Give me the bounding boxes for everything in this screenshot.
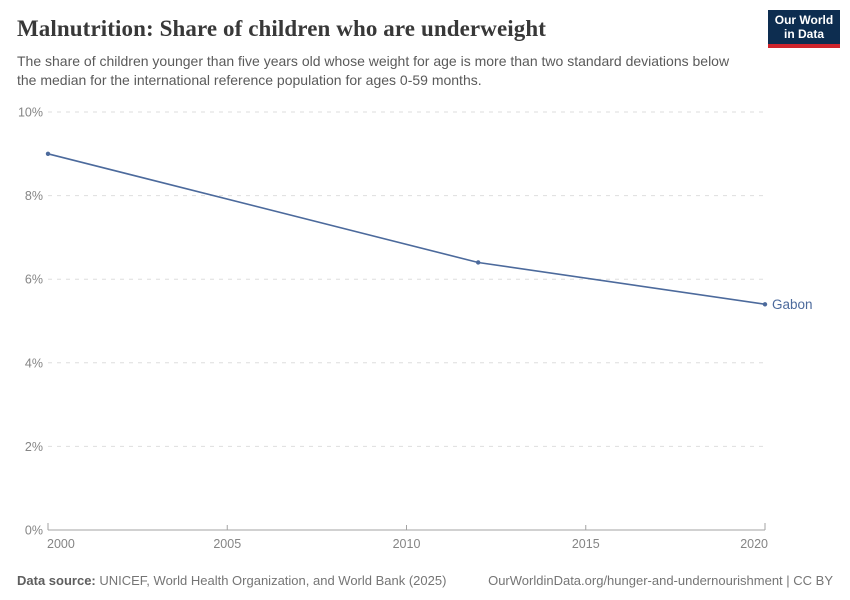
series-label-gabon[interactable]: Gabon <box>772 297 813 312</box>
data-point-marker[interactable] <box>476 260 481 265</box>
data-source-label: Data source: <box>17 573 96 588</box>
data-point-marker[interactable] <box>762 302 768 307</box>
series-line-gabon[interactable] <box>47 153 766 306</box>
chart-footer: Data source: UNICEF, World Health Organi… <box>17 573 833 588</box>
owid-logo-line2: in Data <box>783 27 824 41</box>
y-tick-label: 2% <box>25 440 43 454</box>
owid-logo-line1: Our World <box>774 13 834 27</box>
y-tick-label: 0% <box>25 524 43 538</box>
x-tick-label: 2015 <box>572 537 600 551</box>
y-tick-label: 6% <box>25 273 43 287</box>
data-source-text: UNICEF, World Health Organization, and W… <box>95 573 447 588</box>
x-tick-label: 2020 <box>740 537 768 551</box>
y-tick-label: 8% <box>25 189 43 203</box>
owid-logo[interactable]: Our World in Data <box>768 10 840 48</box>
data-source: Data source: UNICEF, World Health Organi… <box>17 573 446 588</box>
x-tick-label: 2000 <box>47 537 75 551</box>
footer-credit-link[interactable]: OurWorldinData.org/hunger-and-undernouri… <box>488 573 833 588</box>
x-tick-label: 2010 <box>393 537 421 551</box>
y-tick-label: 4% <box>25 356 43 370</box>
chart-title: Malnutrition: Share of children who are … <box>17 16 547 41</box>
y-tick-label: 10% <box>18 106 43 120</box>
chart-subtitle: The share of children younger than five … <box>17 53 730 88</box>
x-tick-label: 2005 <box>213 537 241 551</box>
data-point-marker[interactable] <box>45 151 51 156</box>
